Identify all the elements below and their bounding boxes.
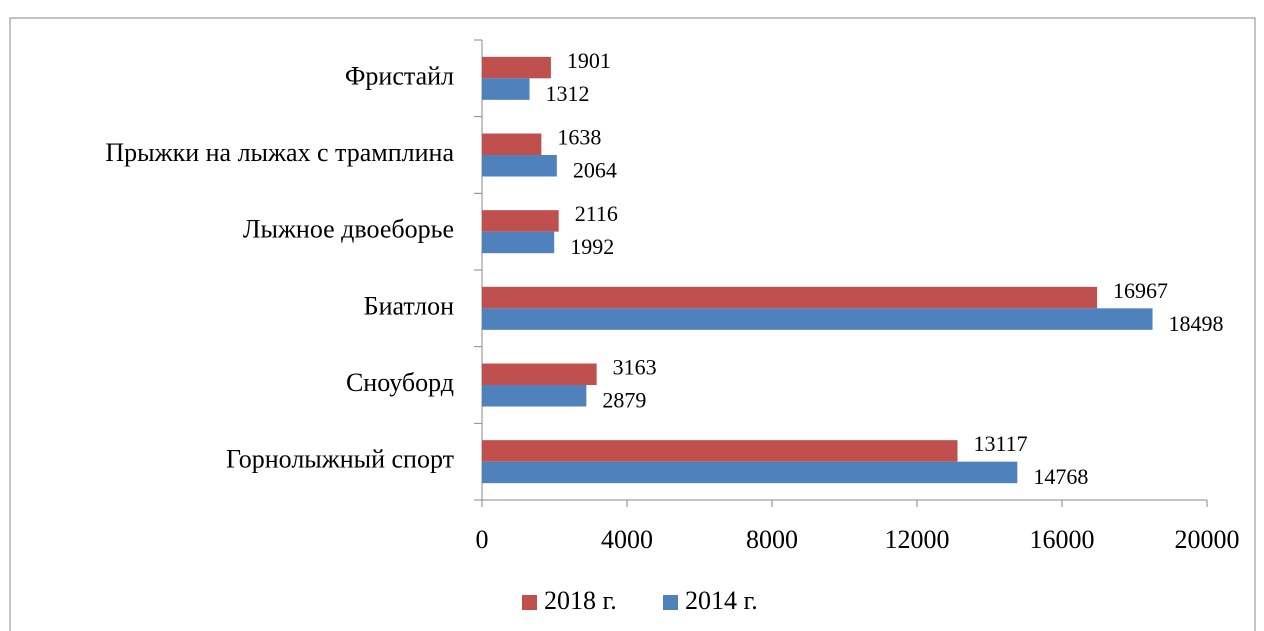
- value-label: 14768: [1033, 464, 1088, 489]
- y-tick-label: Лыжное двоеборье: [243, 215, 454, 244]
- x-tick-label: 4000: [601, 525, 653, 554]
- value-label: 2064: [573, 158, 617, 183]
- x-tick-label: 12000: [885, 525, 950, 554]
- bar: [482, 231, 555, 254]
- y-tick-label: Прыжки на лыжах с трамплина: [105, 138, 454, 167]
- bar: [482, 155, 557, 177]
- bar: [482, 308, 1153, 330]
- bar: [482, 286, 1098, 309]
- y-tick-label: Горнолыжный спорт: [226, 445, 454, 474]
- value-label: 1992: [570, 234, 614, 259]
- bar: [482, 440, 958, 462]
- value-label: 1638: [557, 125, 601, 150]
- bar: [482, 210, 559, 232]
- x-tick-label: 0: [476, 525, 489, 554]
- bar: [482, 385, 587, 407]
- bar: [482, 56, 551, 79]
- y-tick-label: Сноуборд: [346, 368, 454, 397]
- x-tick-label: 16000: [1030, 525, 1095, 554]
- value-label: 1312: [546, 81, 590, 106]
- legend-label: 2014 г.: [685, 586, 758, 615]
- bar: [482, 78, 530, 100]
- legend-label: 2018 г.: [544, 586, 617, 615]
- value-label: 16967: [1113, 278, 1168, 303]
- value-label: 13117: [973, 431, 1027, 456]
- y-tick-label: Биатлон: [364, 291, 454, 320]
- legend-swatch: [663, 595, 678, 610]
- value-label: 2879: [602, 388, 646, 413]
- y-tick-label: Фристайл: [345, 61, 454, 90]
- value-label: 18498: [1169, 311, 1224, 336]
- value-label: 2116: [575, 201, 618, 226]
- bar: [482, 133, 542, 155]
- bar: [482, 461, 1018, 484]
- value-label: 3163: [613, 355, 657, 380]
- x-tick-label: 8000: [746, 525, 798, 554]
- x-tick-label: 20000: [1175, 525, 1240, 554]
- value-label: 1901: [567, 48, 611, 73]
- bar: [482, 363, 597, 385]
- legend-swatch: [522, 595, 537, 610]
